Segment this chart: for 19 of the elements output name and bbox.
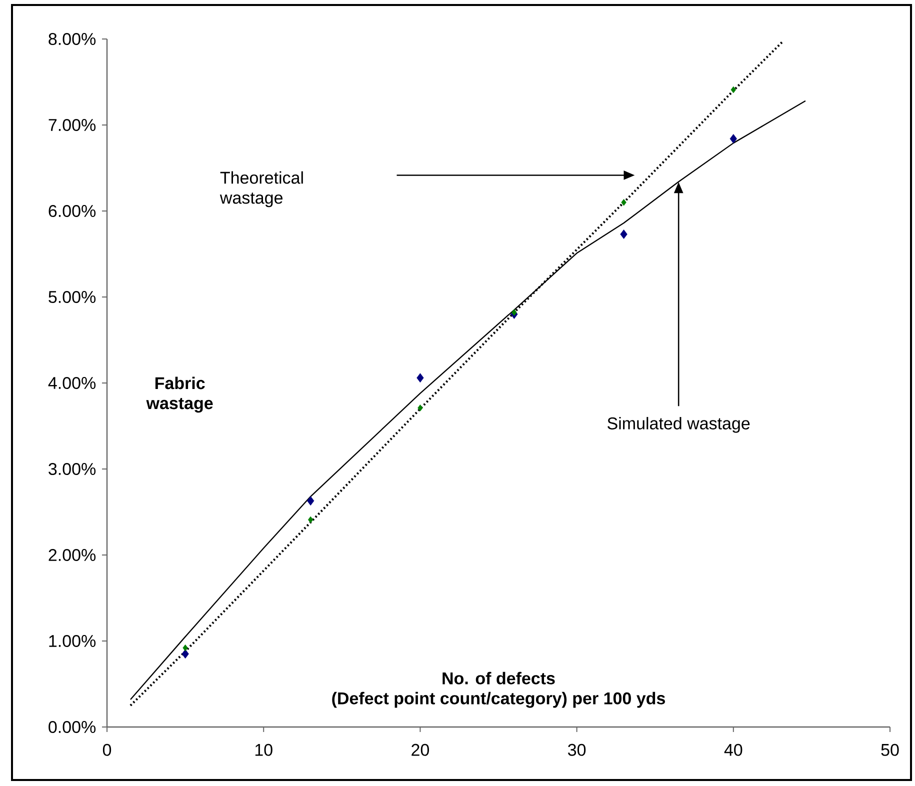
annotation: Simulated wastage <box>608 416 750 433</box>
x-tick-label: 20 <box>412 744 429 756</box>
y-tick-label: 0.00% <box>48 720 96 734</box>
y-tick-label: 6.00% <box>48 204 96 218</box>
y-tick-label: 5.00% <box>48 290 96 304</box>
x-tick-label: 0 <box>102 744 112 756</box>
x-tick-label: 30 <box>568 744 586 756</box>
y-tick-label: 3.00% <box>48 462 96 476</box>
x-tick-label: 50 <box>881 744 899 756</box>
y-tick-label: 4.00% <box>48 376 96 390</box>
x-axis-title: No. of defects (Defect point count/category) per 100 yds <box>332 672 665 708</box>
y-axis-title: Fabric wastage <box>146 376 213 413</box>
x-tick-label: 10 <box>255 744 272 756</box>
annotation: Theoretical wastage <box>220 171 303 208</box>
y-tick-label: 8.00% <box>48 32 96 46</box>
y-tick-label: 1.00% <box>49 634 96 648</box>
x-tick-label: 40 <box>724 744 742 756</box>
y-tick-label: 7.00% <box>48 118 96 132</box>
y-tick-label: 2.00% <box>48 548 96 562</box>
